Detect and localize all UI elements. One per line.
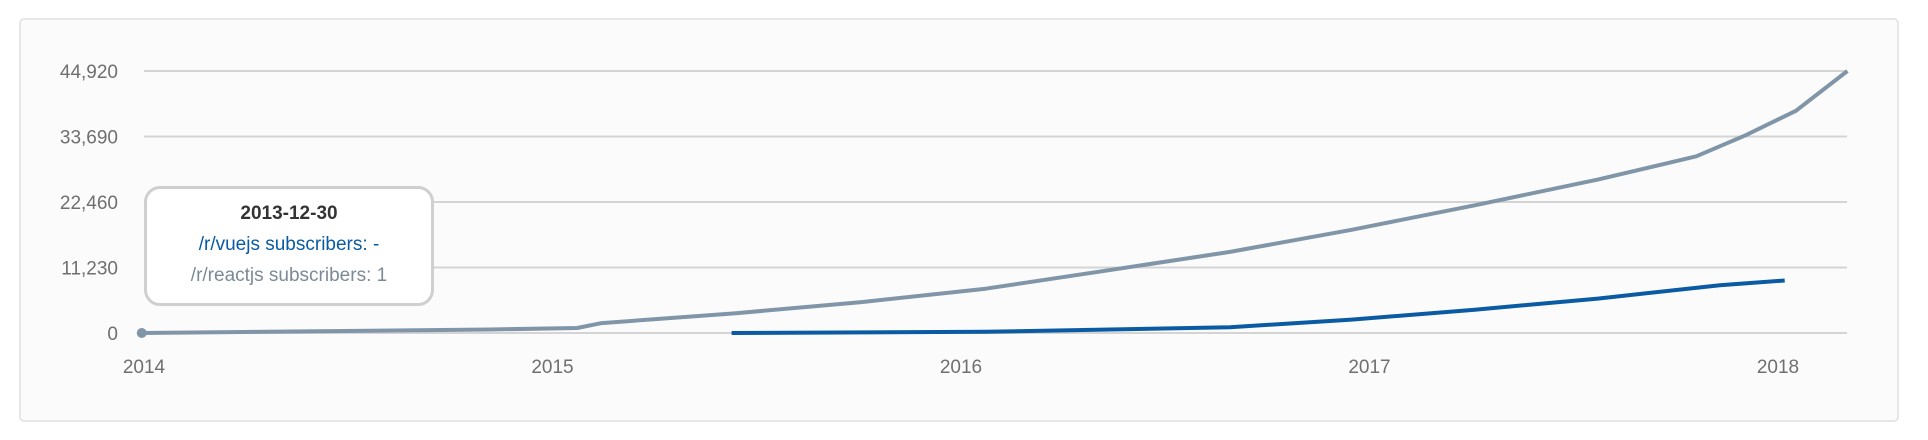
y-tick-label: 33,690 <box>60 128 118 149</box>
series-line-reactjs <box>141 69 1849 335</box>
x-tick-label: 2015 <box>531 357 573 378</box>
y-tick-label: 11,230 <box>61 259 118 280</box>
x-tick-label: 2014 <box>123 357 166 378</box>
x-tick-label: 2016 <box>940 357 982 378</box>
tooltip-reactjs-value: /r/reactjs subscribers: 1 <box>190 265 388 286</box>
x-tick-label: 2017 <box>1348 357 1390 378</box>
hover-point-marker <box>136 327 147 338</box>
chart-tooltip: 2013-12-30 /r/vuejs subscribers: - /r/re… <box>144 186 434 306</box>
y-tick-label: 0 <box>107 324 118 345</box>
tooltip-vuejs-value: /r/vuejs subscribers: - <box>198 234 380 255</box>
series-line-vuejs <box>731 278 1785 335</box>
y-tick-label: 44,920 <box>60 62 118 83</box>
tooltip-date: 2013-12-30 <box>240 203 338 224</box>
y-tick-label: 22,460 <box>60 193 118 214</box>
x-tick-label: 2018 <box>1757 357 1799 378</box>
